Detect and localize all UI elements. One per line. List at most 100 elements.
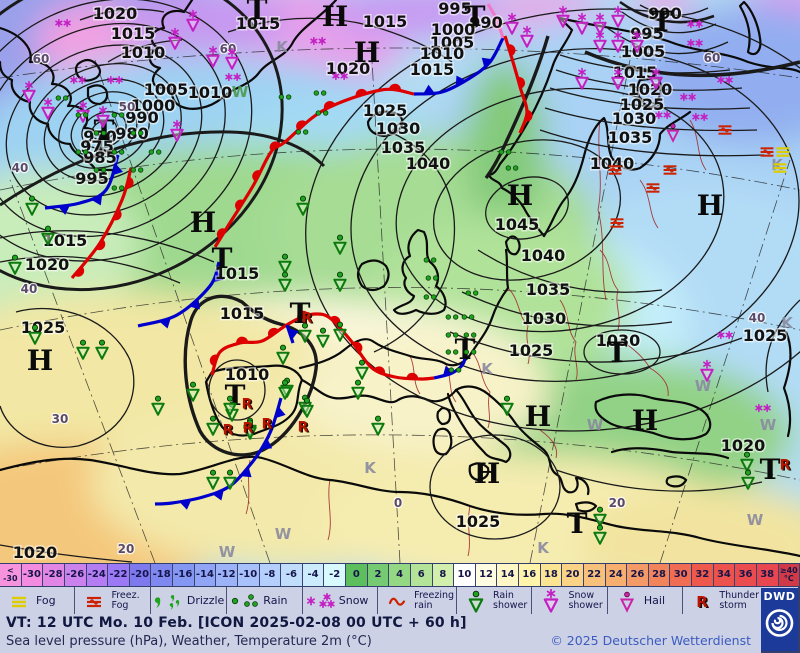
svg-text:40: 40 [749,311,766,325]
legend-label: Snow shower [568,590,603,611]
svg-text:W: W [275,525,292,543]
svg-text:K: K [781,314,794,332]
rain-icon [75,149,89,155]
rain-shower-icon [278,253,292,274]
legend-item-rain: Rain [227,587,303,614]
rain-shower-icon [41,225,55,246]
rain-icon [461,314,475,320]
svg-text:1020: 1020 [13,543,58,562]
svg-text:1025: 1025 [743,326,788,345]
legend-item-snow-shower: Snow shower [532,587,608,614]
svg-text:H: H [27,344,53,377]
rain-icon [445,314,459,320]
svg-text:1010: 1010 [121,43,166,62]
snow-shower-icon [593,30,607,53]
svg-text:995: 995 [438,0,471,18]
svg-text:1030: 1030 [376,119,421,138]
freezing-rain-icon [389,597,406,606]
drizzle-icon [175,599,180,607]
svg-text:1040: 1040 [406,154,451,173]
snow-shower-icon [520,25,534,48]
svg-text:995: 995 [630,24,663,43]
freezing-fog-icon [760,147,774,157]
rain-icon [232,593,259,607]
freezing-fog-icon [87,596,102,607]
freezing-rain-icon [389,597,406,606]
svg-text:K: K [537,539,550,557]
rain-icon [278,94,292,100]
rain-shower-icon [351,379,365,400]
rain-shower-icon [151,395,165,416]
snow-shower-icon [611,5,625,28]
svg-text:60: 60 [33,52,50,66]
rain-shower-icon [333,321,347,342]
svg-text:1000: 1000 [431,20,476,39]
rain-shower-icon [186,381,200,402]
snow-icon [692,112,708,122]
cold-front [285,324,299,344]
svg-text:R: R [302,311,313,327]
warm-front [209,310,435,381]
svg-text:R: R [262,417,273,433]
drizzle-icon [170,594,175,602]
thunderstorm-icon: RR [262,417,274,434]
cold-front [44,154,123,215]
freezing-fog-icon [608,165,622,175]
weather-fronts [44,3,533,510]
svg-text:H: H [322,0,348,33]
hail-icon [619,591,635,613]
drizzle-icon [154,596,161,608]
scale-cell: -4 [302,564,325,586]
snow-icon [687,19,703,29]
scale-cell: 38 [756,564,779,586]
svg-text:1040: 1040 [590,154,635,173]
rain-icon [111,112,125,118]
rain-shower-icon [28,324,42,345]
svg-text:1040: 1040 [521,246,566,265]
snow-icon [107,75,123,85]
svg-text:T: T [567,507,588,540]
svg-text:H: H [507,179,533,212]
svg-text:R: R [780,458,791,474]
scale-cell: ≥40 °C [778,564,800,586]
legend-label: Fog [36,594,56,607]
pressure-labels: 1020101510101005101010009909809709759859… [11,0,789,564]
rain-icon [445,332,459,338]
warm-front [70,167,134,280]
svg-text:W: W [587,416,604,434]
svg-text:R: R [299,421,310,437]
snow-icon [225,72,241,82]
svg-text:1030: 1030 [596,331,641,350]
rain-icon [448,367,462,373]
legend-label: Rain shower [493,590,528,611]
rain-shower-icon [223,395,237,416]
chart-subtitle: Sea level pressure (hPa), Weather, Tempe… [6,634,372,649]
snow-shower-icon [225,47,239,70]
rain-shower-icon [371,415,385,436]
snow-shower-icon [505,12,519,35]
scale-cell: -24 [86,564,109,586]
scale-cell: 14 [497,564,519,586]
rain-icon [75,112,89,118]
scale-cell: < -30 [0,564,22,586]
rain-shower-icon [76,339,90,360]
drizzle-icon [169,602,174,610]
svg-text:T: T [465,0,486,33]
rain-icon [423,257,437,263]
legend-label: Freezing rain [414,590,455,611]
snow-shower-icon [700,359,714,382]
svg-text:R: R [224,424,235,440]
svg-text:W: W [232,83,249,101]
svg-text:1025: 1025 [21,318,66,337]
rain-shower-icon [296,195,310,216]
thunderstorm-icon: RR [242,397,254,414]
snow-icon [332,71,348,81]
svg-text:40: 40 [21,282,38,296]
snow-icon [55,18,71,28]
legend-item-freezing-fog: Freez. Fog [75,587,151,614]
scale-cell: 24 [605,564,628,586]
svg-text:1015: 1015 [111,24,156,43]
legend-item-fog: Fog [0,587,76,614]
scale-cell: -8 [259,564,282,586]
